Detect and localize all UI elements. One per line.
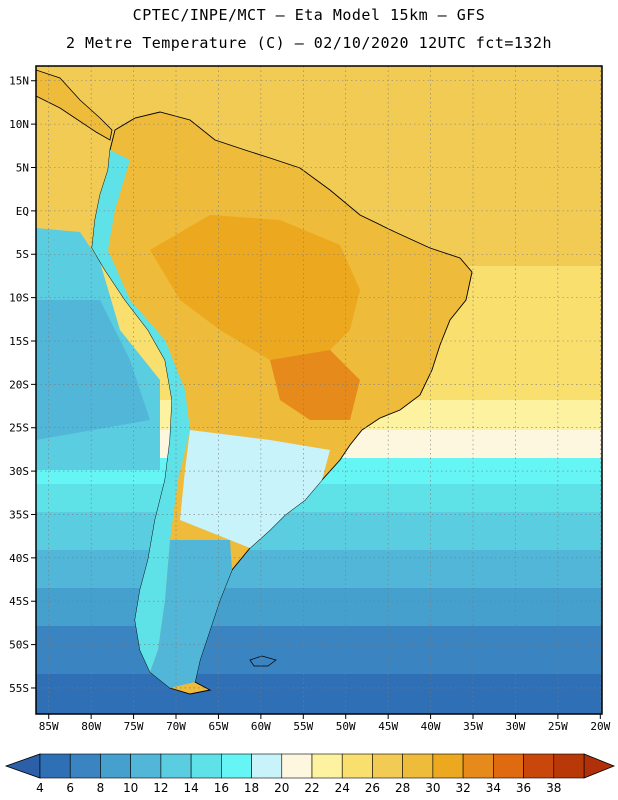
lon-tick-label: 50W [336,720,356,733]
lon-tick-label: 75W [124,720,144,733]
colorbar-label: 26 [365,781,380,795]
colorbar-swatch [130,753,162,779]
colorbar-swatch [402,753,434,779]
colorbar-label: 38 [546,781,561,795]
central-america-land [36,69,113,141]
lat-tick-label: 45S [9,595,29,608]
colorbar-label: 24 [335,781,350,795]
lat-tick-label: 25S [9,422,29,435]
colorbar-label: 18 [244,781,259,795]
colorbar-label: 8 [97,781,105,795]
lon-tick-label: 55W [293,720,313,733]
lat-tick-label: EQ [16,205,29,218]
lat-tick-label: 50S [9,639,29,652]
lat-tick-label: 5N [16,161,29,174]
colorbar-swatch [341,753,373,779]
graticule [36,66,602,714]
lat-tick-label: 20S [9,378,29,391]
colorbar-label: 32 [455,781,470,795]
lat-tick-label: 35S [9,508,29,521]
map-title: CPTEC/INPE/MCT – Eta Model 15km – GFS [132,6,486,24]
colorbar-label: 28 [395,781,410,795]
colorbar-swatch [251,753,283,779]
colorbar-under-arrow [4,753,41,779]
lat-tick-label: 15S [9,335,29,348]
colorbar-label: 30 [425,781,440,795]
colorbar-label: 14 [183,781,198,795]
colorbar-swatch [221,753,252,779]
colorbar-label: 12 [153,781,168,795]
lon-tick-label: 60W [251,720,271,733]
band-10 [36,588,602,628]
map-frame [35,65,603,715]
lon-tick-label: 35W [463,720,483,733]
colorbar-label: 10 [123,781,138,795]
band-16 [36,484,602,514]
colorbar-swatch [462,753,494,779]
colorbar-swatch [311,753,343,779]
colorbar-label: 22 [304,781,319,795]
patagonia-zone [150,540,232,688]
lon-tick-label: 40W [421,720,441,733]
falkland-islands [249,655,277,667]
colorbar-swatch [281,753,313,779]
lat-tick-label: 40S [9,552,29,565]
lon-tick-label: 25W [548,720,568,733]
colorbar-label: 34 [486,781,501,795]
colorbar-swatch [432,753,464,779]
colorbar-label: 20 [274,781,289,795]
lon-tick-label: 70W [166,720,186,733]
lon-tick-label: 30W [506,720,526,733]
band-6 [36,674,602,714]
colorbar-swatch [493,753,524,779]
lat-tick-label: 5S [16,248,29,261]
map-subtitle: 2 Metre Temperature (C) – 02/10/2020 12U… [65,34,553,52]
central-brazil-hot-zone [270,350,360,420]
pacific-cold-zone [36,300,150,440]
lat-tick-label: 55S [9,682,29,695]
colorbar-label: 4 [36,781,44,795]
lon-tick-label: 65W [209,720,229,733]
amazon-hot-zone [150,215,360,360]
colorbar-swatch [553,753,585,779]
lat-tick-label: 15N [9,75,29,88]
band-14 [36,512,602,552]
colorbar-label: 36 [516,781,531,795]
pampas-zone [180,430,330,548]
band-12 [36,550,602,590]
colorbar-swatch [69,753,101,779]
colorbar-label: 6 [66,781,74,795]
lon-tick-label: 85W [39,720,59,733]
andes-cold-zone [92,150,190,672]
band-8 [36,626,602,676]
colorbar-swatch [190,753,222,779]
lon-tick-label: 20W [590,720,610,733]
colorbar-swatch [160,753,192,779]
colorbar-swatch [523,753,555,779]
colorbar-over-arrow [583,753,616,779]
colorbar-swatch [100,753,131,779]
lon-tick-label: 80W [81,720,101,733]
lat-tick-label: 30S [9,465,29,478]
colorbar-label: 16 [214,781,229,795]
colorbar-swatch [372,753,403,779]
colorbar-swatch [39,753,71,779]
lat-tick-label: 10S [9,292,29,305]
lat-tick-label: 10N [9,118,29,131]
lon-tick-label: 45W [378,720,398,733]
